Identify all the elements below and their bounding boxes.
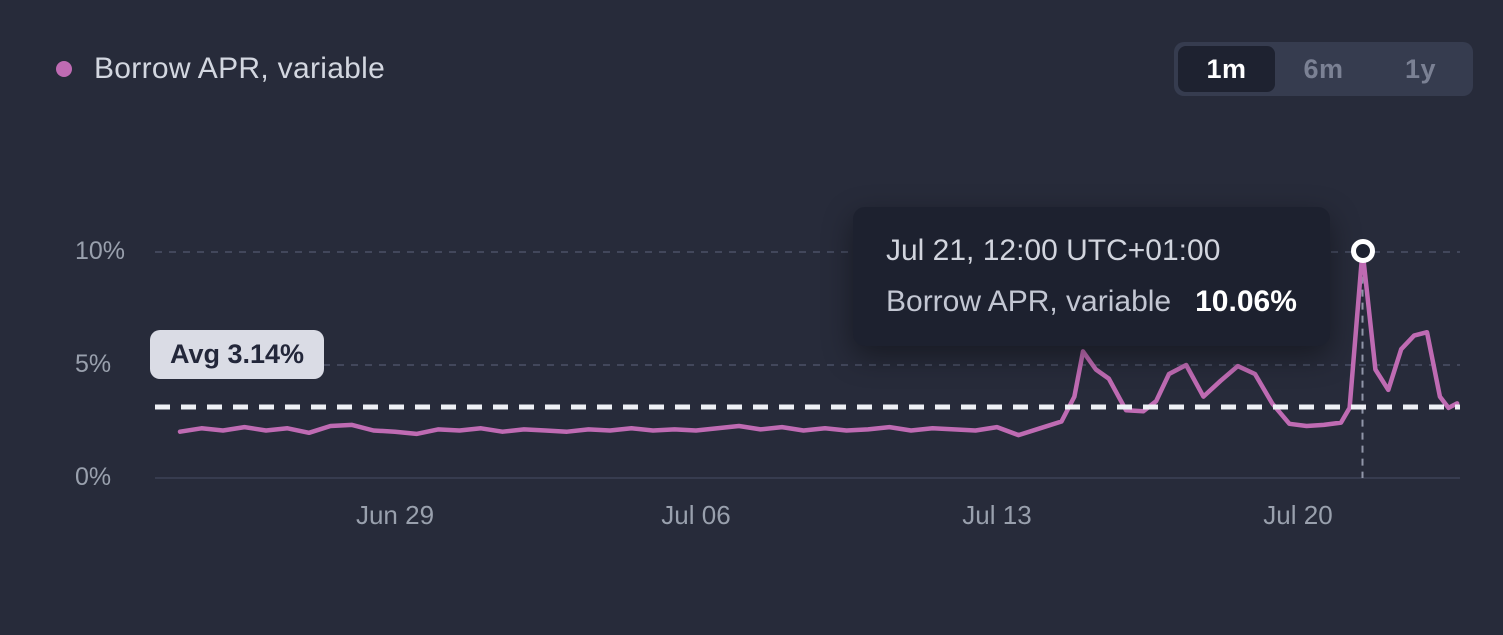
- tooltip-timestamp: Jul 21, 12:00 UTC+01:00: [886, 234, 1221, 267]
- tooltip-value: 10.06%: [1195, 285, 1297, 318]
- tooltip-row: Borrow APR, variable 10.06%: [886, 285, 1297, 319]
- range-option-1m[interactable]: 1m: [1178, 46, 1275, 92]
- x-axis-tick-label: Jul 20: [1263, 500, 1333, 530]
- legend-label: Borrow APR, variable: [94, 52, 386, 85]
- x-axis-tick-label: Jun 29: [355, 500, 435, 530]
- range-option-1y[interactable]: 1y: [1372, 46, 1469, 92]
- y-axis-tick-label: 5%: [75, 350, 112, 378]
- legend-dot-icon: [56, 61, 72, 77]
- y-axis-tick-label: 10%: [75, 237, 126, 265]
- x-axis-tick-label: Jul 06: [661, 500, 731, 530]
- y-axis-tick-label: 0%: [75, 463, 112, 491]
- legend: Borrow APR, variable: [56, 52, 385, 86]
- x-axis-tick-label: Jul 13: [962, 500, 1032, 530]
- highlight-marker: [1350, 238, 1375, 263]
- average-badge: Avg 3.14%: [150, 330, 325, 379]
- range-option-6m[interactable]: 6m: [1275, 46, 1372, 92]
- chart-tooltip: Jul 21, 12:00 UTC+01:00 Borrow APR, vari…: [853, 207, 1330, 346]
- range-selector: 1m 6m 1y: [1174, 42, 1473, 96]
- tooltip-series-label: Borrow APR, variable: [886, 285, 1172, 318]
- series-line: [177, 248, 1460, 438]
